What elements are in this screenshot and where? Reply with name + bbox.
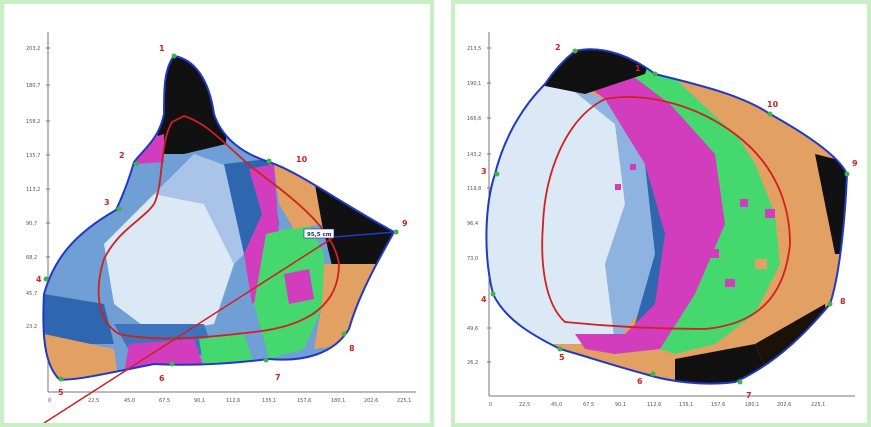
- left-measure-line: [333, 231, 397, 238]
- right-x-tick: 180,1: [745, 402, 759, 408]
- left-pointer-line: [43, 236, 335, 423]
- right-map-svg: 213,5 190,1 166,6 143,2 119,8 96,4 73,0 …: [467, 32, 858, 408]
- left-y-tick: 68,2: [26, 255, 37, 261]
- right-x-tick: 90,1: [615, 402, 626, 408]
- right-point-label: 7: [746, 391, 752, 400]
- right-map-panel: 213,5 190,1 166,6 143,2 119,8 96,4 73,0 …: [451, 0, 871, 427]
- right-point-label: 3: [481, 167, 487, 176]
- left-x-tick: 90,1: [194, 398, 205, 404]
- left-point-label: 1: [159, 44, 165, 53]
- left-y-tick: 158,2: [26, 119, 40, 125]
- left-point-label: 3: [104, 198, 110, 207]
- left-chamber-outline: [42, 54, 396, 381]
- left-x-tick: 202,6: [364, 398, 378, 404]
- right-point-label: 4: [481, 295, 487, 304]
- right-point-label: 9: [852, 159, 858, 168]
- right-point-label: 2: [555, 43, 561, 52]
- left-y-tick: 23,2: [26, 324, 37, 330]
- right-point-label: 6: [637, 377, 643, 386]
- right-x-tick: 22,5: [519, 402, 530, 408]
- right-point-label: 5: [559, 353, 565, 362]
- left-x-tick: 22,5: [88, 398, 99, 404]
- right-y-tick: 96,4: [467, 221, 478, 227]
- left-y-tick: 203,2: [26, 46, 40, 52]
- left-point-label: 4: [36, 275, 42, 284]
- right-landmarks: 1 2 3 4 5 6 7 8 9 10: [481, 43, 858, 400]
- left-activation-map: [43, 56, 394, 380]
- left-x-tick: 180,1: [331, 398, 345, 404]
- right-x-tick: 0: [489, 402, 492, 408]
- right-contour-line: [541, 96, 791, 330]
- left-x-tick: 157,6: [297, 398, 311, 404]
- left-x-tick: 135,1: [262, 398, 276, 404]
- right-y-ticks: 213,5 190,1 166,6 143,2 119,8 96,4 73,0 …: [467, 46, 491, 366]
- right-y-tick: 26,2: [467, 360, 478, 366]
- left-point-label: 5: [58, 388, 64, 397]
- left-point-label: 6: [159, 374, 165, 383]
- left-y-ticks: 203,2 180,7 158,2 135,7 113,2 90,7 68,2 …: [26, 46, 50, 330]
- left-y-tick: 135,7: [26, 153, 40, 159]
- left-map-svg: 203,2 180,7 158,2 135,7 113,2 90,7 68,2 …: [26, 32, 416, 423]
- left-map-panel: 203,2 180,7 158,2 135,7 113,2 90,7 68,2 …: [0, 0, 434, 427]
- left-y-tick: 180,7: [26, 83, 40, 89]
- right-x-tick: 202,6: [777, 402, 791, 408]
- right-x-tick: 157,6: [711, 402, 725, 408]
- left-measure-box: [303, 228, 335, 239]
- left-y-tick: 90,7: [26, 221, 37, 227]
- right-point-label: 1: [635, 64, 641, 73]
- left-landmarks: 1 2 3 4 5 6 7 8 9 10: [36, 44, 408, 397]
- left-x-tick: 0: [48, 398, 51, 404]
- left-x-tick: 112,6: [226, 398, 240, 404]
- right-x-tick: 67,5: [583, 402, 594, 408]
- right-y-tick: 73,0: [467, 256, 478, 262]
- left-point-label: 2: [119, 151, 125, 160]
- right-y-tick: 49,6: [467, 326, 478, 332]
- left-y-tick: 45,7: [26, 291, 37, 297]
- right-y-tick: 166,6: [467, 116, 481, 122]
- left-x-tick: 45,0: [124, 398, 135, 404]
- right-point-label: 8: [840, 297, 846, 306]
- right-x-ticks: 0 22,5 45,0 67,5 90,1 112,6 135,1 157,6 …: [489, 402, 825, 408]
- left-contour-line: [97, 115, 340, 340]
- left-point-label: 9: [402, 219, 408, 228]
- right-y-tick: 190,1: [467, 81, 481, 87]
- right-x-tick: 225,1: [811, 402, 825, 408]
- left-y-tick: 113,2: [26, 187, 40, 193]
- left-x-tick: 67,5: [159, 398, 170, 404]
- right-y-tick: 119,8: [467, 186, 481, 192]
- right-point-label: 10: [767, 100, 779, 109]
- right-y-tick: 213,5: [467, 46, 481, 52]
- left-measure-label: 95,5 cm: [307, 232, 332, 238]
- right-x-tick: 45,0: [551, 402, 562, 408]
- right-x-tick: 112,6: [647, 402, 661, 408]
- left-x-tick: 225,1: [397, 398, 411, 404]
- left-point-label: 8: [349, 344, 355, 353]
- right-x-tick: 135,1: [679, 402, 693, 408]
- left-point-label: 7: [275, 373, 281, 382]
- left-point-label: 10: [296, 155, 308, 164]
- left-x-ticks: 0 22,5 45,0 67,5 90,1 112,6 135,1 157,6 …: [48, 398, 411, 404]
- right-y-tick: 143,2: [467, 152, 481, 158]
